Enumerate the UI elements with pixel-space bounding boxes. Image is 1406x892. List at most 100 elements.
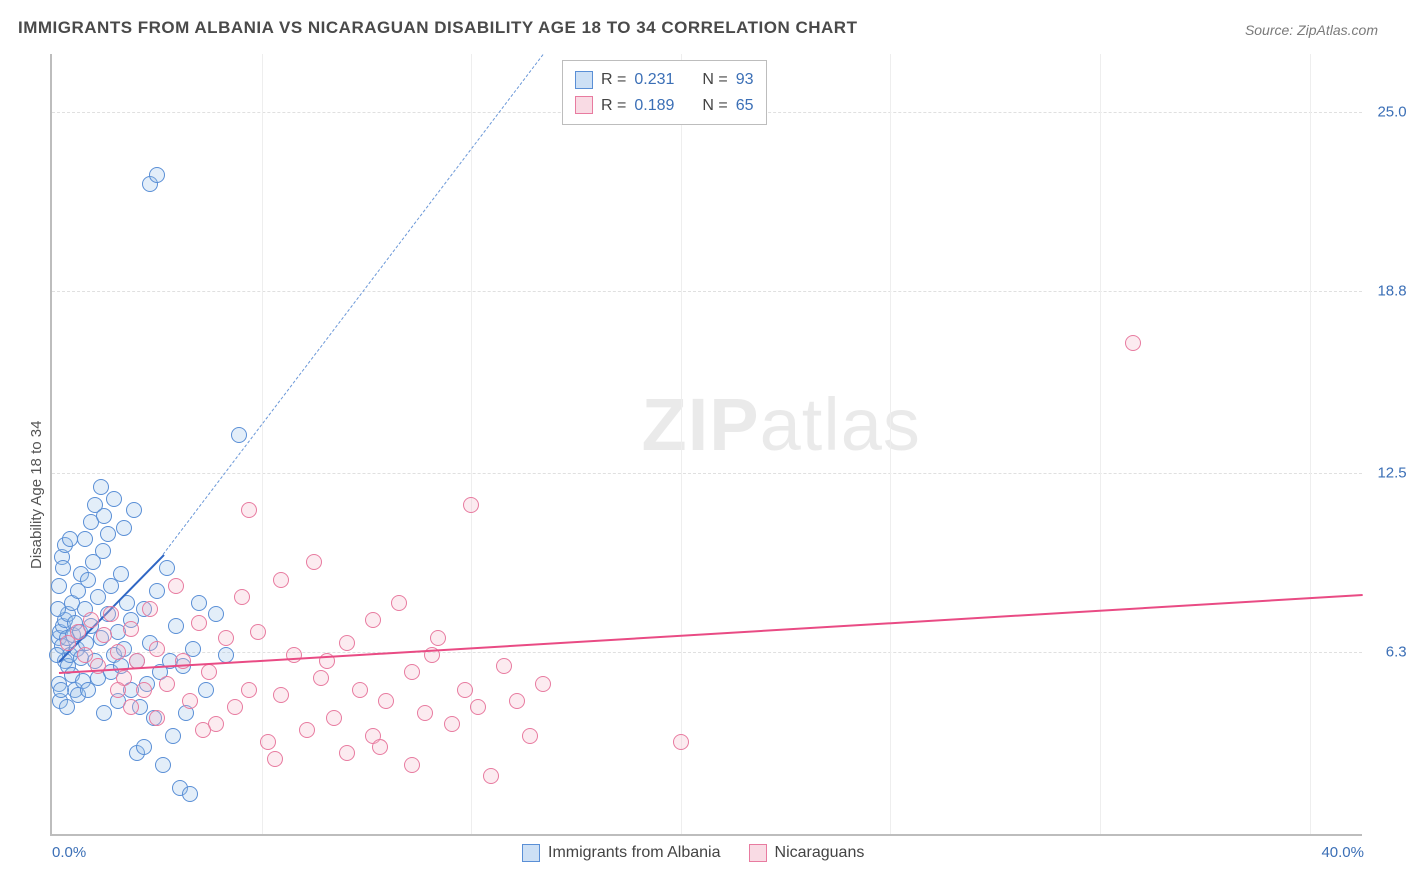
scatter-point-nicaraguans (391, 595, 407, 611)
gridline-vertical (890, 54, 891, 834)
scatter-point-albania (51, 578, 67, 594)
scatter-point-albania (155, 757, 171, 773)
scatter-point-nicaraguans (182, 693, 198, 709)
scatter-point-nicaraguans (463, 497, 479, 513)
scatter-point-nicaraguans (110, 682, 126, 698)
gridline-vertical (471, 54, 472, 834)
scatter-point-nicaraguans (404, 664, 420, 680)
scatter-point-nicaraguans (90, 658, 106, 674)
scatter-point-nicaraguans (70, 624, 86, 640)
scatter-point-nicaraguans (110, 644, 126, 660)
scatter-point-albania (77, 531, 93, 547)
watermark: ZIPatlas (642, 382, 921, 467)
scatter-plot-area: ZIPatlas 6.3%12.5%18.8%25.0%Disability A… (50, 54, 1362, 836)
scatter-point-nicaraguans (444, 716, 460, 732)
scatter-point-nicaraguans (227, 699, 243, 715)
scatter-point-albania (62, 531, 78, 547)
legend-R-value-nicaraguans: 0.189 (634, 93, 674, 119)
legend-swatch-nicaraguans (575, 96, 593, 114)
scatter-point-nicaraguans (470, 699, 486, 715)
scatter-point-albania (182, 786, 198, 802)
scatter-point-albania (126, 502, 142, 518)
scatter-point-albania (113, 566, 129, 582)
y-tick-label: 18.8% (1370, 282, 1406, 299)
scatter-point-albania (96, 508, 112, 524)
scatter-point-nicaraguans (191, 615, 207, 631)
y-tick-label: 25.0% (1370, 103, 1406, 120)
x-origin-label: 0.0% (52, 844, 86, 861)
legend-R-label: R = (601, 93, 626, 119)
scatter-point-nicaraguans (417, 705, 433, 721)
scatter-point-albania (191, 595, 207, 611)
watermark-zip: ZIP (642, 383, 760, 466)
scatter-point-albania (106, 491, 122, 507)
source-attribution: Source: ZipAtlas.com (1245, 22, 1378, 38)
scatter-point-albania (100, 526, 116, 542)
gridline-vertical (1310, 54, 1311, 834)
scatter-point-albania (93, 479, 109, 495)
scatter-point-albania (50, 601, 66, 617)
scatter-point-nicaraguans (96, 627, 112, 643)
chart-title: IMMIGRANTS FROM ALBANIA VS NICARAGUAN DI… (18, 18, 857, 38)
y-axis-label: Disability Age 18 to 34 (28, 420, 45, 568)
legend-N-label: N = (702, 93, 727, 119)
scatter-point-nicaraguans (234, 589, 250, 605)
scatter-point-albania (96, 705, 112, 721)
scatter-point-nicaraguans (123, 621, 139, 637)
scatter-point-nicaraguans (299, 722, 315, 738)
scatter-point-nicaraguans (83, 612, 99, 628)
scatter-point-nicaraguans (159, 676, 175, 692)
scatter-point-albania (165, 728, 181, 744)
gridline-horizontal (52, 473, 1362, 474)
scatter-point-nicaraguans (218, 630, 234, 646)
bottom-legend-label-albania: Immigrants from Albania (548, 844, 721, 862)
scatter-point-nicaraguans (103, 606, 119, 622)
bottom-legend-item-albania: Immigrants from Albania (522, 844, 721, 862)
scatter-point-nicaraguans (365, 612, 381, 628)
scatter-point-nicaraguans (352, 682, 368, 698)
y-tick-label: 12.5% (1370, 464, 1406, 481)
bottom-legend-item-nicaraguans: Nicaraguans (749, 844, 865, 862)
scatter-point-nicaraguans (339, 635, 355, 651)
scatter-point-nicaraguans (313, 670, 329, 686)
legend-stats-box: R =0.231N =93R =0.189N =65 (562, 60, 767, 125)
gridline-horizontal (52, 291, 1362, 292)
scatter-point-nicaraguans (250, 624, 266, 640)
scatter-point-albania (198, 682, 214, 698)
watermark-atlas: atlas (760, 383, 921, 466)
trendline-albania-extended (163, 54, 544, 554)
scatter-point-nicaraguans (535, 676, 551, 692)
scatter-point-nicaraguans (168, 578, 184, 594)
scatter-point-nicaraguans (496, 658, 512, 674)
scatter-point-nicaraguans (306, 554, 322, 570)
scatter-point-nicaraguans (273, 687, 289, 703)
scatter-point-nicaraguans (522, 728, 538, 744)
bottom-legend: Immigrants from Albania Nicaraguans (522, 844, 864, 862)
y-tick-label: 6.3% (1370, 644, 1406, 661)
legend-swatch-nicaraguans (749, 844, 767, 862)
scatter-point-nicaraguans (483, 768, 499, 784)
scatter-point-albania (55, 560, 71, 576)
gridline-vertical (681, 54, 682, 834)
scatter-point-albania (231, 427, 247, 443)
gridline-vertical (1100, 54, 1101, 834)
scatter-point-albania (53, 682, 69, 698)
scatter-point-albania (80, 572, 96, 588)
scatter-point-nicaraguans (1125, 335, 1141, 351)
legend-N-value-albania: 93 (736, 67, 754, 93)
scatter-point-nicaraguans (260, 734, 276, 750)
scatter-point-nicaraguans (149, 710, 165, 726)
scatter-point-albania (95, 543, 111, 559)
legend-stats-row-nicaraguans: R =0.189N =65 (575, 93, 754, 119)
scatter-point-albania (159, 560, 175, 576)
scatter-point-nicaraguans (457, 682, 473, 698)
legend-R-label: R = (601, 67, 626, 93)
scatter-point-nicaraguans (286, 647, 302, 663)
scatter-point-nicaraguans (267, 751, 283, 767)
scatter-point-nicaraguans (123, 699, 139, 715)
scatter-point-nicaraguans (372, 739, 388, 755)
scatter-point-nicaraguans (195, 722, 211, 738)
scatter-point-nicaraguans (673, 734, 689, 750)
source-name: ZipAtlas.com (1297, 22, 1378, 38)
scatter-point-nicaraguans (273, 572, 289, 588)
